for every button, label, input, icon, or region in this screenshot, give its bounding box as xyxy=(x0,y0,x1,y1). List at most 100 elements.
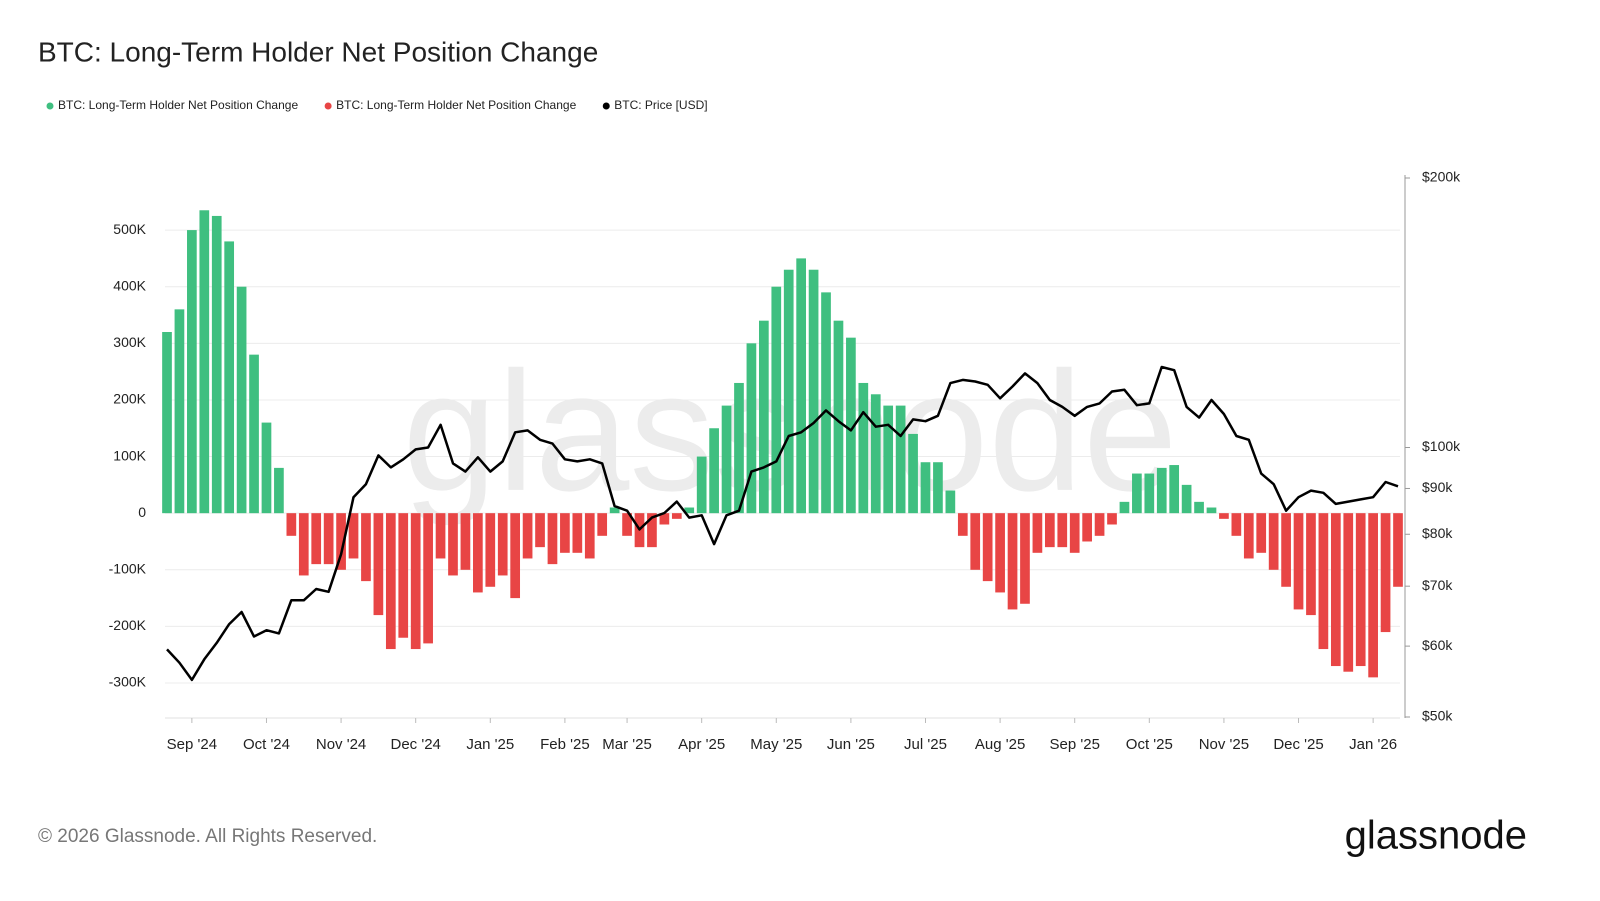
bar xyxy=(920,462,931,514)
y-tick-label: 300K xyxy=(113,334,146,350)
bar xyxy=(199,210,210,514)
y2-tick-label: $200k xyxy=(1422,169,1461,185)
bar xyxy=(535,513,545,548)
y2-tick-label: $90k xyxy=(1422,479,1453,495)
bar xyxy=(1368,513,1378,678)
bar xyxy=(435,513,446,559)
bar xyxy=(659,513,670,525)
bar xyxy=(957,513,968,536)
bar xyxy=(348,513,359,559)
bar xyxy=(1380,513,1391,633)
y2-tick-label: $100k xyxy=(1422,438,1461,454)
bar xyxy=(485,513,496,587)
bar xyxy=(398,513,409,638)
y-tick-label: 500K xyxy=(113,221,146,237)
y-tick-label: 100K xyxy=(113,447,146,463)
bar xyxy=(796,258,807,514)
x-tick-label: Oct '24 xyxy=(243,736,290,753)
x-tick-label: Dec '24 xyxy=(390,736,440,753)
bar xyxy=(1156,467,1167,514)
x-tick-label: Apr '25 xyxy=(678,736,725,753)
bar xyxy=(1119,501,1130,514)
bar xyxy=(1206,507,1217,514)
x-tick-label: May '25 xyxy=(750,736,802,753)
bar xyxy=(162,332,172,514)
bar xyxy=(1343,513,1354,672)
bar xyxy=(224,241,235,514)
x-tick-label: Jan '26 xyxy=(1349,736,1397,753)
bar xyxy=(982,513,993,582)
bar xyxy=(1057,513,1068,548)
bar xyxy=(908,433,918,514)
bar xyxy=(336,513,346,570)
legend-dot xyxy=(324,102,332,110)
plot-layer xyxy=(162,210,1403,684)
bar xyxy=(1243,513,1254,559)
bar xyxy=(298,513,309,576)
bar xyxy=(696,456,707,514)
bar xyxy=(1020,513,1030,604)
y-tick-label: 200K xyxy=(113,391,146,407)
y2-tick-label: $50k xyxy=(1422,708,1453,724)
bar xyxy=(274,467,284,514)
bar xyxy=(497,513,508,576)
bar xyxy=(211,215,222,514)
bar xyxy=(597,513,608,536)
bar xyxy=(1330,513,1341,667)
bar xyxy=(622,513,632,536)
bar xyxy=(870,394,881,514)
bar xyxy=(236,286,247,514)
price-line xyxy=(166,365,1399,682)
bar xyxy=(846,337,856,514)
y-tick-label: -200K xyxy=(109,617,147,633)
legend-label: BTC: Long-Term Holder Net Position Chang… xyxy=(336,98,576,112)
bar xyxy=(1032,513,1043,553)
x-tick-label: Dec '25 xyxy=(1273,736,1323,753)
bar xyxy=(261,422,272,514)
bar xyxy=(1107,513,1117,525)
bar xyxy=(460,513,471,570)
bar xyxy=(410,513,421,650)
bar xyxy=(473,513,483,593)
x-tick-label: Jan '25 xyxy=(466,736,514,753)
bar xyxy=(311,513,322,565)
bar xyxy=(1144,473,1155,514)
bar xyxy=(1256,513,1267,553)
x-tick-label: Aug '25 xyxy=(975,736,1025,753)
y2-tick-label: $80k xyxy=(1422,525,1453,541)
y2-tick-label: $70k xyxy=(1422,577,1453,593)
bar xyxy=(647,513,657,548)
y-tick-label: -300K xyxy=(109,674,147,690)
bar xyxy=(510,513,521,599)
y-tick-label: 400K xyxy=(113,277,146,293)
bar xyxy=(187,230,197,514)
legend-label: BTC: Long-Term Holder Net Position Chang… xyxy=(58,98,298,112)
x-tick-label: Mar '25 xyxy=(602,736,652,753)
bar xyxy=(584,513,595,559)
y2-tick-label: $60k xyxy=(1422,637,1453,653)
bar xyxy=(1393,513,1403,587)
legend-label: BTC: Price [USD] xyxy=(614,98,707,112)
bar xyxy=(423,513,433,644)
bar xyxy=(323,513,334,565)
bar xyxy=(1355,513,1366,667)
bar xyxy=(945,490,956,514)
bar xyxy=(609,507,620,514)
bar xyxy=(1044,513,1055,548)
bar xyxy=(1318,513,1329,650)
bar xyxy=(1082,513,1092,542)
bar xyxy=(1293,513,1304,610)
bar xyxy=(995,513,1005,593)
y-tick-label: 0 xyxy=(138,504,146,520)
bar xyxy=(373,513,384,616)
bar xyxy=(671,513,682,519)
bar xyxy=(286,513,297,536)
y-tick-label: -100K xyxy=(109,560,147,576)
bar xyxy=(174,309,185,514)
bar xyxy=(883,405,894,514)
bar xyxy=(547,513,558,565)
x-tick-label: Sep '24 xyxy=(167,736,217,753)
footer: © 2026 Glassnode. All Rights Reserved. xyxy=(38,826,377,847)
x-tick-label: Nov '24 xyxy=(316,736,366,753)
bar xyxy=(560,513,570,553)
